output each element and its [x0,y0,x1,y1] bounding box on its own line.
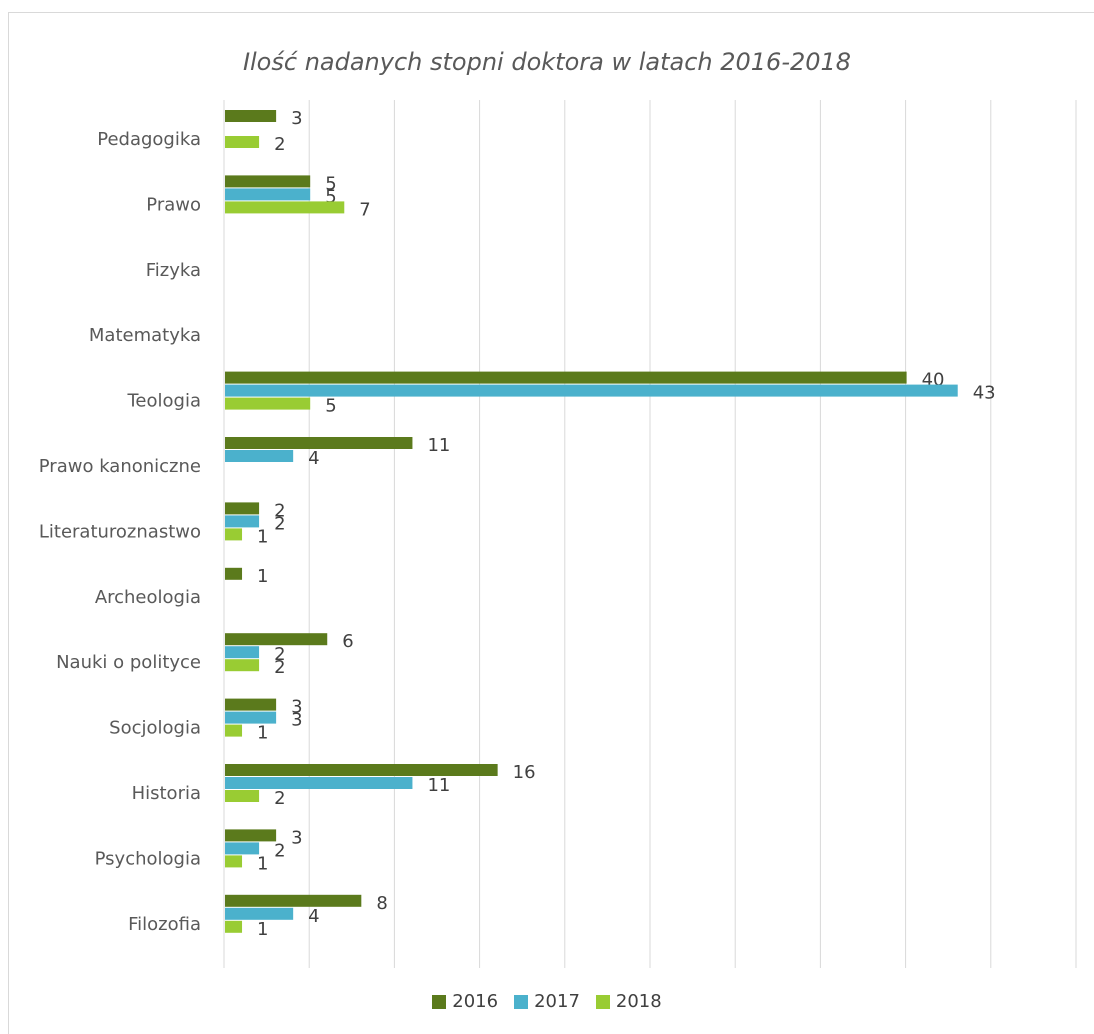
bar-2017 [225,711,277,724]
data-label: 4 [308,448,319,469]
data-label: 7 [359,199,370,220]
category-label: Archeologia [95,587,201,608]
category-label: Prawo kanoniczne [39,456,201,477]
bar-2016 [225,829,277,842]
bar-2017 [225,777,413,789]
data-label: 3 [291,710,302,731]
data-label: 1 [257,566,268,587]
bar-2017 [225,450,294,462]
legend-item-2016: 2016 [432,991,498,1012]
data-label: 2 [274,134,285,155]
bar-2016 [225,110,277,122]
bar-2017 [225,842,260,855]
data-label: 2 [274,657,285,678]
data-label: 4 [308,906,319,927]
data-label: 5 [325,173,336,194]
bar-2016 [225,698,277,711]
data-label: 3 [291,697,302,718]
bar-2016 [225,894,362,907]
chart-area [8,12,1094,1034]
data-label: 2 [274,644,285,665]
legend-label: 2018 [615,991,662,1012]
legend-swatch [514,994,529,1009]
data-label: 2 [274,840,285,861]
category-label: Prawo [146,194,201,215]
bar-2017 [225,907,294,920]
data-label: 43 [973,383,996,404]
legend-label: 2017 [534,991,580,1012]
data-label: 8 [376,893,387,914]
legend-item-2018: 2018 [595,991,662,1012]
data-label: 11 [427,435,450,456]
data-label: 5 [325,396,336,417]
legend-swatch [595,994,610,1009]
chart-title: Ilość nadanych stopni doktora w latach 2… [242,48,852,76]
data-label: 11 [427,775,450,796]
bar-2016 [225,764,498,776]
data-label: 1 [257,723,268,744]
data-label: 6 [342,631,353,652]
data-label: 1 [257,853,268,874]
category-label: Psychologia [95,848,201,869]
category-label: Filozofia [128,914,201,935]
legend-item-2017: 2017 [514,991,580,1012]
category-label: Nauki o polityce [56,652,201,673]
bar-2018 [225,528,243,541]
legend: 2016 2017 2018 [0,991,1094,1012]
legend-label: 2016 [452,991,499,1012]
bar-2018 [225,201,345,214]
bar-2016 [225,633,328,646]
category-label: Socjologia [109,718,201,739]
bar-2018 [225,136,260,148]
bar-2018 [225,397,311,410]
bar-2017 [225,188,311,201]
bar-2018 [225,790,260,802]
data-label: 1 [257,526,268,547]
data-label: 2 [274,788,285,809]
category-label: Teologia [127,391,202,412]
data-label: 3 [291,827,302,848]
bar-2016 [225,371,907,384]
data-label: 1 [257,919,268,940]
data-label: 5 [325,186,336,207]
bar-2018 [225,920,243,933]
category-label: Historia [132,783,201,804]
bar-2017 [225,384,958,397]
bar-2017 [225,646,260,659]
category-label: Fizyka [146,260,201,281]
data-label: 2 [274,513,285,534]
bar-2017 [225,515,260,528]
bar-2016 [225,175,311,188]
bar-2016 [225,502,260,515]
data-label: 16 [513,762,536,783]
bar-2018 [225,855,243,868]
data-label: 2 [274,500,285,521]
data-label: 3 [291,108,302,129]
bar-2018 [225,724,243,737]
bar-2016 [225,567,243,580]
category-label: Matematyka [89,325,201,346]
bar-2016 [225,437,413,449]
legend-swatch [432,994,447,1009]
category-label: Literaturoznastwo [39,521,201,542]
category-label: Pedagogika [97,129,201,150]
bar-2018 [225,659,260,672]
